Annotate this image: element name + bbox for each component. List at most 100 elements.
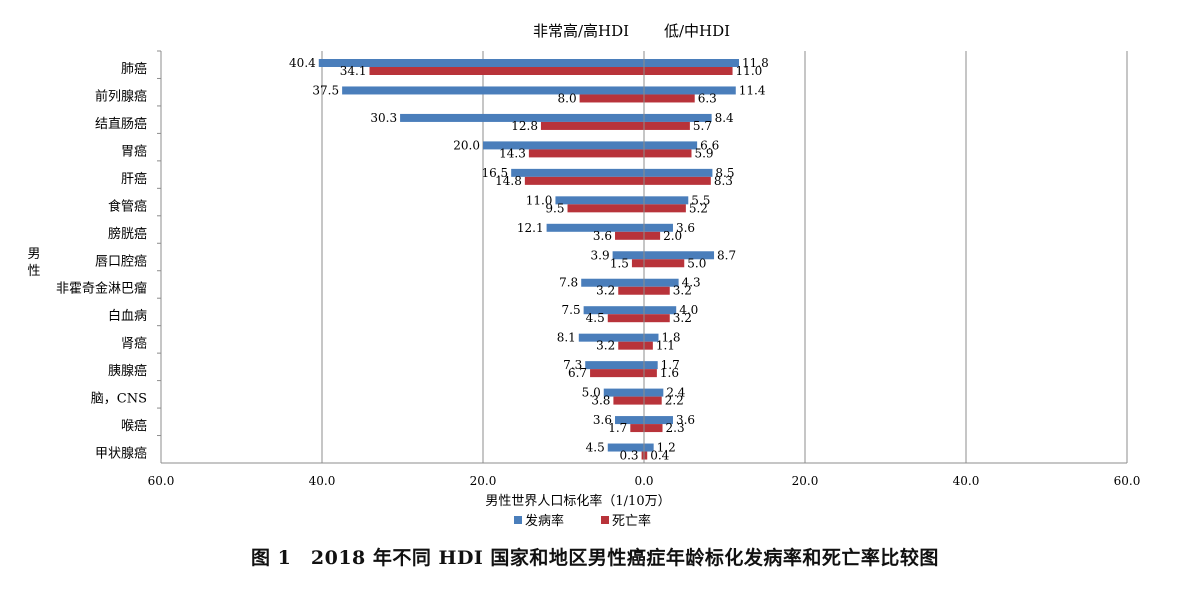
bar-mortality-right	[644, 149, 692, 158]
x-axis-title: 男性世界人口标化率（1/10万）	[485, 493, 670, 509]
axes: 60.0 40.0 20.0 0.0 20.0 40.0 60.0 肺癌前列腺癌结直肠癌胃癌肝…	[56, 50, 1140, 488]
bar-incidence-left	[318, 59, 644, 67]
bar-mortality-right	[644, 176, 711, 185]
category-label: 结直肠癌	[95, 116, 147, 132]
bar-incidence-left	[583, 306, 644, 315]
bar-incidence-left	[342, 86, 644, 95]
category-label: 脑，CNS	[91, 392, 147, 407]
group-label-char: 性	[27, 264, 40, 279]
data-label: 1.7	[608, 421, 627, 435]
data-label: 20.0	[453, 138, 480, 152]
data-label: 1.7	[661, 358, 680, 372]
bar-mortality-left	[618, 341, 644, 350]
bar-incidence-right	[644, 251, 715, 260]
data-label: 7.5	[562, 303, 581, 317]
data-label: 3.2	[673, 311, 692, 325]
bar-mortality-left	[579, 94, 644, 103]
x-tick-label: 0.0	[634, 474, 653, 488]
category-label: 非霍奇金淋巴瘤	[56, 281, 147, 297]
cancer-rate-chart: 40.4 11.8 34.1 11.0 37.5 11.4 8.0 6.3 30.3 8.4 12.…	[27, 22, 1140, 529]
category-label: 膀胱癌	[108, 226, 147, 242]
data-label: 14.3	[499, 146, 526, 160]
data-label: 37.5	[312, 83, 339, 97]
bar-mortality-left	[567, 204, 644, 213]
data-label: 30.3	[370, 111, 397, 125]
bar-mortality-left	[607, 314, 644, 323]
bar-incidence-right	[644, 443, 654, 452]
bar-incidence-right	[644, 361, 658, 370]
category-label: 食管癌	[108, 198, 147, 214]
data-labels: 40.4 11.8 34.1 11.0 37.5 11.4 8.0 6.3 30.3 8.4 12.…	[289, 56, 769, 463]
data-label: 8.3	[714, 174, 733, 188]
bar-incidence-left	[511, 168, 644, 177]
data-label: 11.8	[742, 56, 769, 70]
panel-title-right: 低/中HDI	[664, 22, 730, 40]
bar-mortality-right	[644, 121, 690, 130]
data-label: 4.3	[682, 276, 701, 290]
data-label: 2.0	[663, 229, 682, 243]
bar-mortality-left	[540, 121, 644, 130]
data-label: 5.2	[689, 201, 708, 215]
bar-mortality-right	[644, 369, 657, 378]
bar-incidence-right	[644, 168, 713, 177]
legend-label-mortality: 死亡率	[612, 513, 651, 529]
x-tick-label: 20.0	[470, 474, 497, 488]
data-label: 8.4	[715, 111, 734, 125]
bar-incidence-left	[607, 443, 644, 452]
data-label: 3.6	[593, 229, 612, 243]
bar-mortality-right	[644, 286, 670, 295]
data-label: 3.6	[676, 221, 695, 235]
bar-incidence-right	[644, 333, 659, 342]
legend-label-incidence: 发病率	[525, 513, 564, 529]
category-label: 唇口腔癌	[95, 253, 147, 269]
bar-mortality-right	[644, 231, 661, 240]
data-label: 9.5	[545, 201, 564, 215]
data-label: 7.8	[559, 276, 578, 290]
data-label: 8.7	[717, 248, 736, 262]
bar-incidence-left	[578, 333, 644, 342]
data-label: 6.7	[568, 366, 587, 380]
data-label: 5.5	[691, 193, 710, 207]
bar-mortality-left	[590, 369, 644, 378]
category-label: 甲状腺癌	[95, 446, 147, 462]
bar-incidence-right	[644, 59, 739, 67]
category-label: 肺癌	[121, 61, 147, 77]
data-label: 34.1	[340, 64, 367, 78]
bar-mortality-right	[644, 424, 663, 433]
bar-mortality-left	[528, 149, 644, 158]
x-tick-label: 40.0	[309, 474, 336, 488]
legend-swatch-mortality	[601, 516, 609, 524]
bar-incidence-right	[644, 416, 673, 425]
data-label: 5.0	[582, 386, 601, 400]
bar-mortality-right	[644, 259, 685, 268]
data-label: 3.2	[596, 339, 615, 353]
category-label: 胃癌	[121, 143, 147, 159]
category-label: 喉癌	[121, 418, 147, 434]
bar-incidence-left	[555, 196, 644, 205]
data-label: 14.8	[495, 174, 522, 188]
data-label: 2.4	[666, 386, 685, 400]
data-label: 1.8	[661, 331, 680, 345]
figure-caption: 图 1 2018 年不同 HDI 国家和地区男性癌症年龄标化发病率和死亡率比较图	[251, 547, 939, 569]
bar-mortality-right	[644, 341, 653, 350]
data-label: 3.9	[591, 248, 610, 262]
x-tick-label: 60.0	[148, 474, 175, 488]
bar-incidence-left	[615, 416, 644, 425]
bar-incidence-right	[644, 141, 698, 150]
data-label: 0.3	[619, 449, 638, 463]
data-label: 1.1	[656, 339, 675, 353]
bar-incidence-right	[644, 113, 712, 122]
category-label: 白血病	[108, 308, 147, 324]
panel-title-left: 非常高/高HDI	[533, 22, 629, 40]
bar-incidence-right	[644, 278, 679, 287]
category-label: 肾癌	[121, 336, 147, 352]
bar-mortality-right	[644, 314, 670, 323]
bar-incidence-right	[644, 223, 673, 232]
bar-incidence-left	[581, 278, 644, 287]
data-label: 5.7	[693, 119, 712, 133]
bar-incidence-right	[644, 196, 689, 205]
data-label: 8.5	[715, 166, 734, 180]
category-label: 肝癌	[121, 171, 147, 187]
data-label: 11.4	[739, 83, 766, 97]
category-label: 前列腺癌	[95, 88, 147, 104]
